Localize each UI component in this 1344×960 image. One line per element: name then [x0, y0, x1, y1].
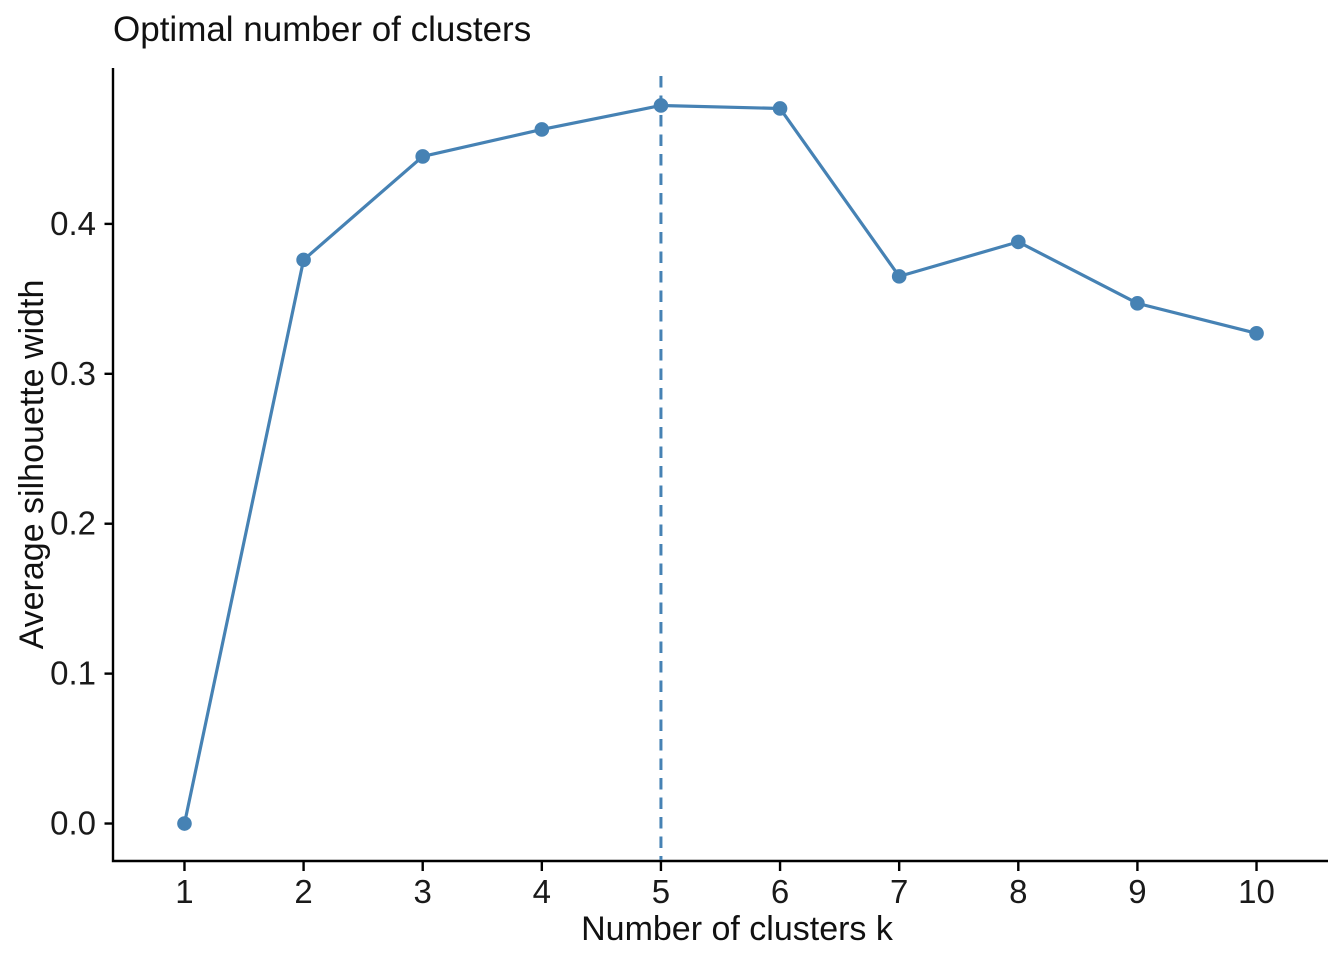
x-tick-label: 6 — [771, 873, 789, 910]
data-point-k6 — [772, 101, 788, 116]
data-point-k4 — [534, 122, 550, 137]
y-axis-title: Average silhouette width — [13, 280, 51, 650]
x-tick-label: 8 — [1009, 873, 1027, 910]
y-tick-label: 0.2 — [50, 505, 96, 542]
x-tick-label: 2 — [294, 873, 312, 910]
y-tick-label: 0.3 — [50, 355, 96, 392]
x-tick-label: 10 — [1238, 873, 1275, 910]
data-point-k3 — [415, 149, 431, 164]
data-point-k7 — [891, 269, 907, 284]
series-layer — [177, 98, 1264, 831]
x-axis-title: Number of clusters k — [581, 910, 894, 948]
x-tick-label: 9 — [1128, 873, 1146, 910]
axis-spines — [111, 68, 1328, 863]
x-tick-label: 5 — [652, 873, 670, 910]
data-point-k8 — [1010, 234, 1026, 250]
x-tick-label: 7 — [890, 873, 908, 910]
y-tick-label: 0.1 — [50, 655, 96, 692]
silhouette-series-line — [182, 103, 1259, 826]
data-point-k2 — [296, 252, 311, 268]
y-tick-label: 0.0 — [50, 805, 96, 842]
chart-title: Optimal number of clusters — [113, 10, 531, 49]
axes-layer: 0.0 0.1 0.2 0.3 0.4 1 2 3 4 5 6 7 8 9 10 — [50, 68, 1328, 910]
data-point-k10 — [1249, 326, 1264, 341]
data-point-k5 — [653, 98, 669, 113]
x-tick-label: 4 — [533, 873, 551, 910]
data-point-k9 — [1130, 296, 1145, 311]
y-tick-label: 0.4 — [50, 205, 96, 242]
data-point-k1 — [177, 816, 192, 831]
x-tick-label: 1 — [175, 873, 193, 910]
x-tick-label: 3 — [414, 873, 432, 910]
